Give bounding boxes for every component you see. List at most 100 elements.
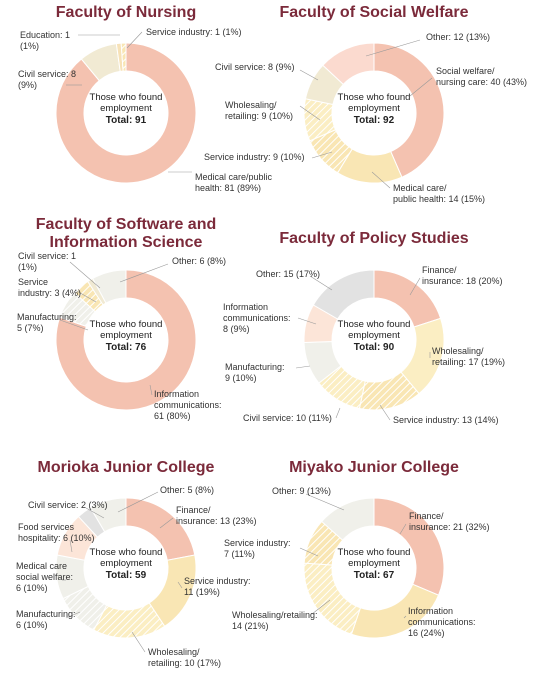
donut-chart-faculty-of-social-welfare: Faculty of Social Welfare Social welfare/… (204, 4, 527, 204)
leader-line (311, 599, 331, 615)
center-total: Total: 67 (354, 570, 395, 581)
leader-line (371, 171, 391, 189)
leader-line (399, 523, 407, 535)
slice-label-other: Other: 5 (8%) (160, 485, 214, 495)
center-line-2: employment (100, 330, 152, 341)
slice-label-manufacturing: Manufacturing: 9 (10%) (225, 362, 285, 383)
leader-line (409, 77, 433, 97)
slice-information-communications (55, 269, 197, 411)
donut-chart-morioka-junior-college: Morioka Junior College Finance/insurance:… (16, 459, 257, 668)
slice-label-other: Other: 6 (8%) (172, 256, 226, 266)
slice-label-other: Other: 15 (17%) (256, 269, 320, 279)
leader-line (379, 404, 391, 421)
center-line-1: Those who found (338, 547, 411, 558)
slice-label-information-communications: Information communications: 61 (80%) (154, 389, 222, 421)
leader-line (85, 507, 105, 519)
slice-label-wholesaling-retailing: Wholesaling/retailing: 10 (17%) (148, 647, 221, 668)
slice-label-social-welfare-nursing-care: Social welfare/nursing care: 40 (43%) (436, 66, 527, 87)
chart-title: Information Science (50, 234, 203, 251)
leader-line (131, 631, 146, 653)
slice-label-manufacturing: Manufacturing: 5 (7%) (17, 312, 77, 333)
center-total: Total: 91 (106, 115, 147, 126)
chart-title: Faculty of Policy Studies (279, 230, 468, 247)
leader-line (403, 615, 407, 619)
slice-social-welfare-nursing-care (373, 42, 445, 178)
slice-label-service-industry: Service industry: 3 (4%) (18, 277, 81, 298)
center-line-1: Those who found (90, 92, 163, 103)
slice-label-medical-care-social-welfare: Medical care social welfare: 6 (10%) (16, 561, 73, 593)
slice-label-wholesaling-retailing: Wholesaling/retailing: 14 (21%) (232, 610, 318, 631)
slice-other (89, 497, 127, 533)
center-total: Total: 59 (106, 570, 147, 581)
slice-label-wholesaling-retailing: Wholesaling/retailing: 17 (19%) (432, 346, 505, 367)
center-line-1: Those who found (90, 319, 163, 330)
leader-line (305, 493, 345, 511)
chart-title: Faculty of Nursing (56, 4, 196, 21)
center-total: Total: 92 (354, 115, 395, 126)
slice-label-medical-care-public-health: Medical care/public health: 14 (15%) (393, 183, 485, 204)
center-line-1: Those who found (90, 547, 163, 558)
leader-line (335, 407, 341, 419)
slice-label-civil-service: Civil service: 8 (9%) (215, 62, 295, 72)
chart-title: Faculty of Social Welfare (279, 4, 468, 21)
leader-line (74, 289, 97, 303)
slice-label-service-industry: Service industry: 7 (11%) (224, 538, 291, 559)
slice-label-education: Education: 1 (1%) (20, 30, 70, 51)
leader-line (299, 105, 321, 121)
leader-line (59, 319, 89, 331)
slice-label-manufacturing: Manufacturing: 6 (10%) (16, 609, 76, 630)
slice-label-civil-service: Civil service: 10 (11%) (243, 413, 332, 423)
slice-label-medical-care-public-health: Medical care/public health: 81 (89%) (195, 172, 273, 193)
leader-line (126, 31, 143, 49)
slice-wholesaling-retailing (303, 562, 362, 635)
center-line-2: employment (348, 103, 400, 114)
chart-title: Morioka Junior College (38, 459, 215, 476)
slice-label-information-communications: Information communications: 16 (24%) (408, 606, 476, 638)
slice-other (320, 497, 375, 541)
chart-title: Miyako Junior College (289, 459, 459, 476)
slice-label-civil-service: Civil service: 2 (3%) (28, 500, 108, 510)
center-line-2: employment (348, 330, 400, 341)
leader-line (117, 491, 159, 513)
center-line-1: Those who found (338, 319, 411, 330)
leader-line (177, 581, 183, 589)
leader-line (149, 384, 153, 396)
leader-line (299, 69, 319, 81)
slice-label-service-industry: Service industry: 9 (10%) (204, 152, 305, 162)
slice-label-other: Other: 9 (13%) (272, 486, 331, 496)
center-line-2: employment (348, 558, 400, 569)
slice-service-industry (120, 42, 127, 72)
leader-line (295, 365, 311, 369)
donut-chart-miyako-junior-college: Miyako Junior College Finance/insurance: … (224, 459, 490, 639)
leader-line (65, 611, 81, 619)
slice-label-finance-insurance: Finance/insurance: 18 (20%) (422, 265, 503, 286)
donut-chart-faculty-of-nursing: Faculty of Nursing Medical care/public hea… (18, 4, 273, 193)
slice-other (312, 269, 375, 320)
slice-label-service-industry: Service industry: 13 (14%) (393, 415, 499, 425)
leader-line (69, 261, 101, 289)
slice-label-finance-insurance: Finance/insurance: 13 (23%) (176, 505, 257, 526)
leader-line (309, 275, 333, 291)
center-total: Total: 90 (354, 342, 395, 353)
slice-medical-care-public-health (55, 42, 197, 184)
chart-title: Faculty of Software and (36, 216, 216, 233)
slice-label-wholesaling-retailing: Wholesaling/retailing: 9 (10%) (225, 100, 293, 121)
slice-label-other: Other: 12 (13%) (426, 32, 490, 42)
leader-line (299, 547, 319, 557)
center-total: Total: 76 (106, 342, 147, 353)
slice-label-finance-insurance: Finance/insurance: 21 (32%) (409, 511, 490, 532)
slice-label-civil-service: Civil service: 8 (9%) (18, 69, 76, 90)
donut-chart-faculty-of-policy-studies: Faculty of Policy Studies Finance/insuran… (223, 230, 505, 425)
slice-label-information-communications: Information communications: 8 (9%) (223, 302, 291, 334)
slice-other (322, 42, 375, 86)
slice-label-service-industry: Service industry: 11 (19%) (184, 576, 251, 597)
center-line-2: employment (100, 558, 152, 569)
slice-label-service-industry: Service industry: 1 (1%) (146, 27, 242, 37)
leader-line (311, 151, 333, 159)
leader-line (297, 317, 317, 325)
slice-other (92, 269, 127, 304)
slice-label-civil-service: Civil service: 1 (1%) (18, 251, 76, 272)
leader-line (159, 517, 174, 529)
